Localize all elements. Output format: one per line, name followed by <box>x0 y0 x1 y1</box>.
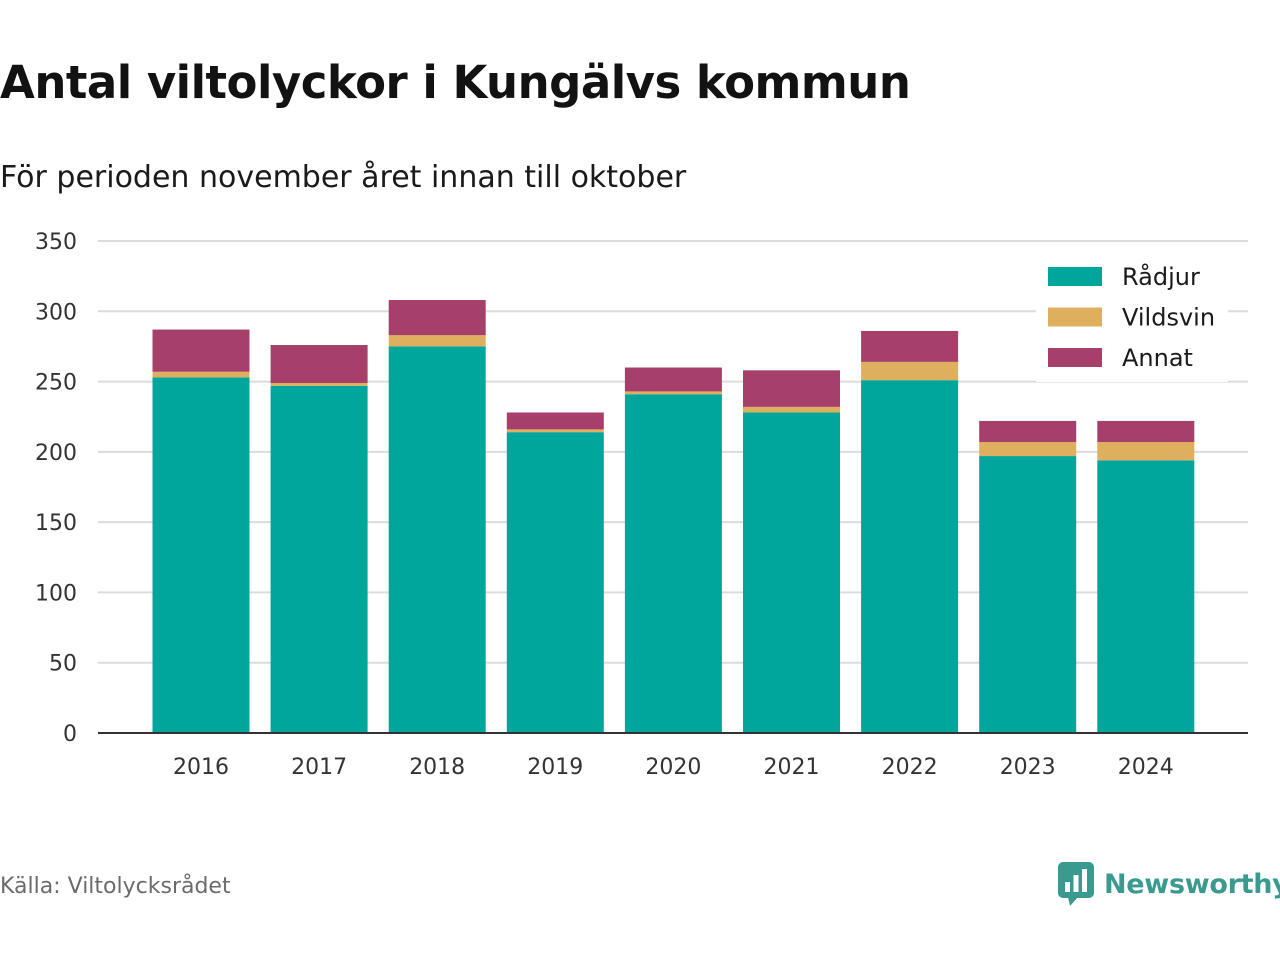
brand-name: Newsworthy <box>1104 868 1280 900</box>
bar-segment <box>624 391 722 395</box>
bar-segment <box>624 394 722 733</box>
legend: Rådjur Vildsvin Annat <box>1036 257 1228 382</box>
bar-segment <box>388 335 486 347</box>
axes: 0 50 100 150 200 250 300 350 2016 2017 2018 2019 202… <box>35 230 1248 780</box>
y-tick-label: 300 <box>35 300 77 325</box>
x-tick-label: 2019 <box>527 755 583 780</box>
legend-swatch <box>1048 267 1102 286</box>
bar-segment <box>743 370 840 407</box>
y-tick-label: 0 <box>63 722 77 747</box>
bar-segment <box>270 345 368 383</box>
x-tick-label: 2024 <box>1118 755 1174 780</box>
y-tick-label: 350 <box>35 230 77 255</box>
legend-swatch <box>1048 348 1102 367</box>
brand-logo[interactable]: Newsworthy <box>1058 861 1280 907</box>
x-tick-label: 2022 <box>882 755 938 780</box>
x-tick-label: 2021 <box>764 755 820 780</box>
legend-label: Vildsvin <box>1122 304 1215 332</box>
bar-segment <box>1097 460 1195 733</box>
bar-segment <box>861 380 959 733</box>
bar-segment <box>152 377 250 733</box>
stacked-bar-chart: 0 50 100 150 200 250 300 350 2016 2017 2018 2019 202… <box>35 230 1248 780</box>
newsworthy-logo-icon <box>1058 862 1094 906</box>
bar-segment <box>152 329 250 372</box>
bar-segment <box>1097 442 1195 461</box>
x-tick-label: 2016 <box>173 755 229 780</box>
bar-segment <box>388 346 486 733</box>
chart-subtitle: För perioden november året innan till ok… <box>0 160 687 195</box>
bar-segment <box>743 406 840 413</box>
bar-segment <box>152 371 250 378</box>
bar-segment <box>506 412 604 430</box>
bar-segment <box>270 385 368 733</box>
bar-segment <box>270 382 368 386</box>
x-tick-label: 2017 <box>291 755 347 780</box>
bar-segment <box>506 432 604 733</box>
chart-title: Antal viltolyckor i Kungälvs kommun <box>0 56 911 109</box>
bar-segment <box>979 442 1077 457</box>
y-tick-label: 150 <box>35 511 77 536</box>
bar-segment <box>1097 420 1195 443</box>
bar-segment <box>861 361 959 381</box>
legend-label: Annat <box>1122 344 1193 372</box>
y-tick-label: 50 <box>49 652 77 677</box>
bar-segment <box>743 412 840 733</box>
bar-segment <box>624 367 722 392</box>
x-tick-label: 2018 <box>409 755 465 780</box>
bar-segment <box>979 456 1077 733</box>
legend-swatch <box>1048 307 1102 327</box>
y-tick-label: 100 <box>35 581 77 606</box>
bars <box>152 300 1195 733</box>
legend-label: Rådjur <box>1122 262 1200 291</box>
bar-segment <box>388 300 486 336</box>
y-tick-label: 200 <box>35 441 77 466</box>
x-tick-label: 2023 <box>1000 755 1056 780</box>
source-note: Källa: Viltolycksrådet <box>0 874 231 899</box>
y-tick-label: 250 <box>35 371 77 396</box>
bar-segment <box>861 330 959 362</box>
bar-segment <box>979 420 1077 443</box>
bar-segment <box>506 429 604 433</box>
x-tick-label: 2020 <box>645 755 701 780</box>
